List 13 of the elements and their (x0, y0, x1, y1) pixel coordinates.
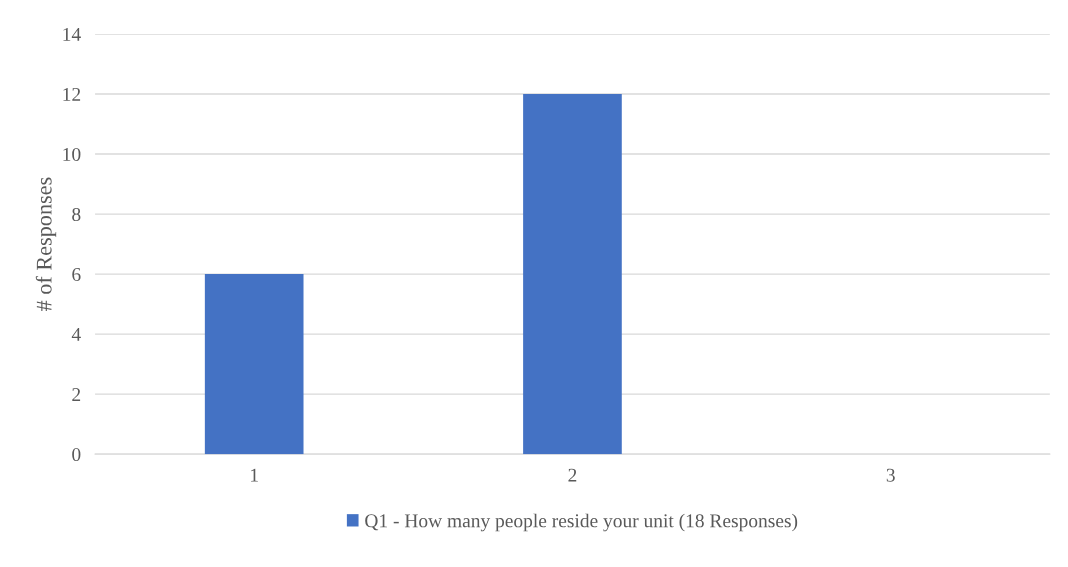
y-tick-label: 14 (63, 27, 81, 41)
x-tick-label: 2 (568, 468, 577, 482)
y-tick-label: 6 (72, 267, 81, 282)
y-axis-title: # of Responses (35, 177, 57, 311)
y-tick-label: 0 (72, 447, 81, 462)
x-tick-label: 1 (251, 468, 258, 482)
y-tick-label: 2 (72, 388, 81, 401)
x-tick-label: 3 (886, 468, 895, 482)
legend-label: Q1 - How many people reside your unit (18 Responses) (365, 513, 798, 532)
y-tick-label: 12 (63, 87, 81, 101)
y-tick-label: 8 (72, 207, 81, 222)
y-tick-label: 4 (71, 328, 81, 341)
y-tick-label: 10 (63, 147, 81, 161)
